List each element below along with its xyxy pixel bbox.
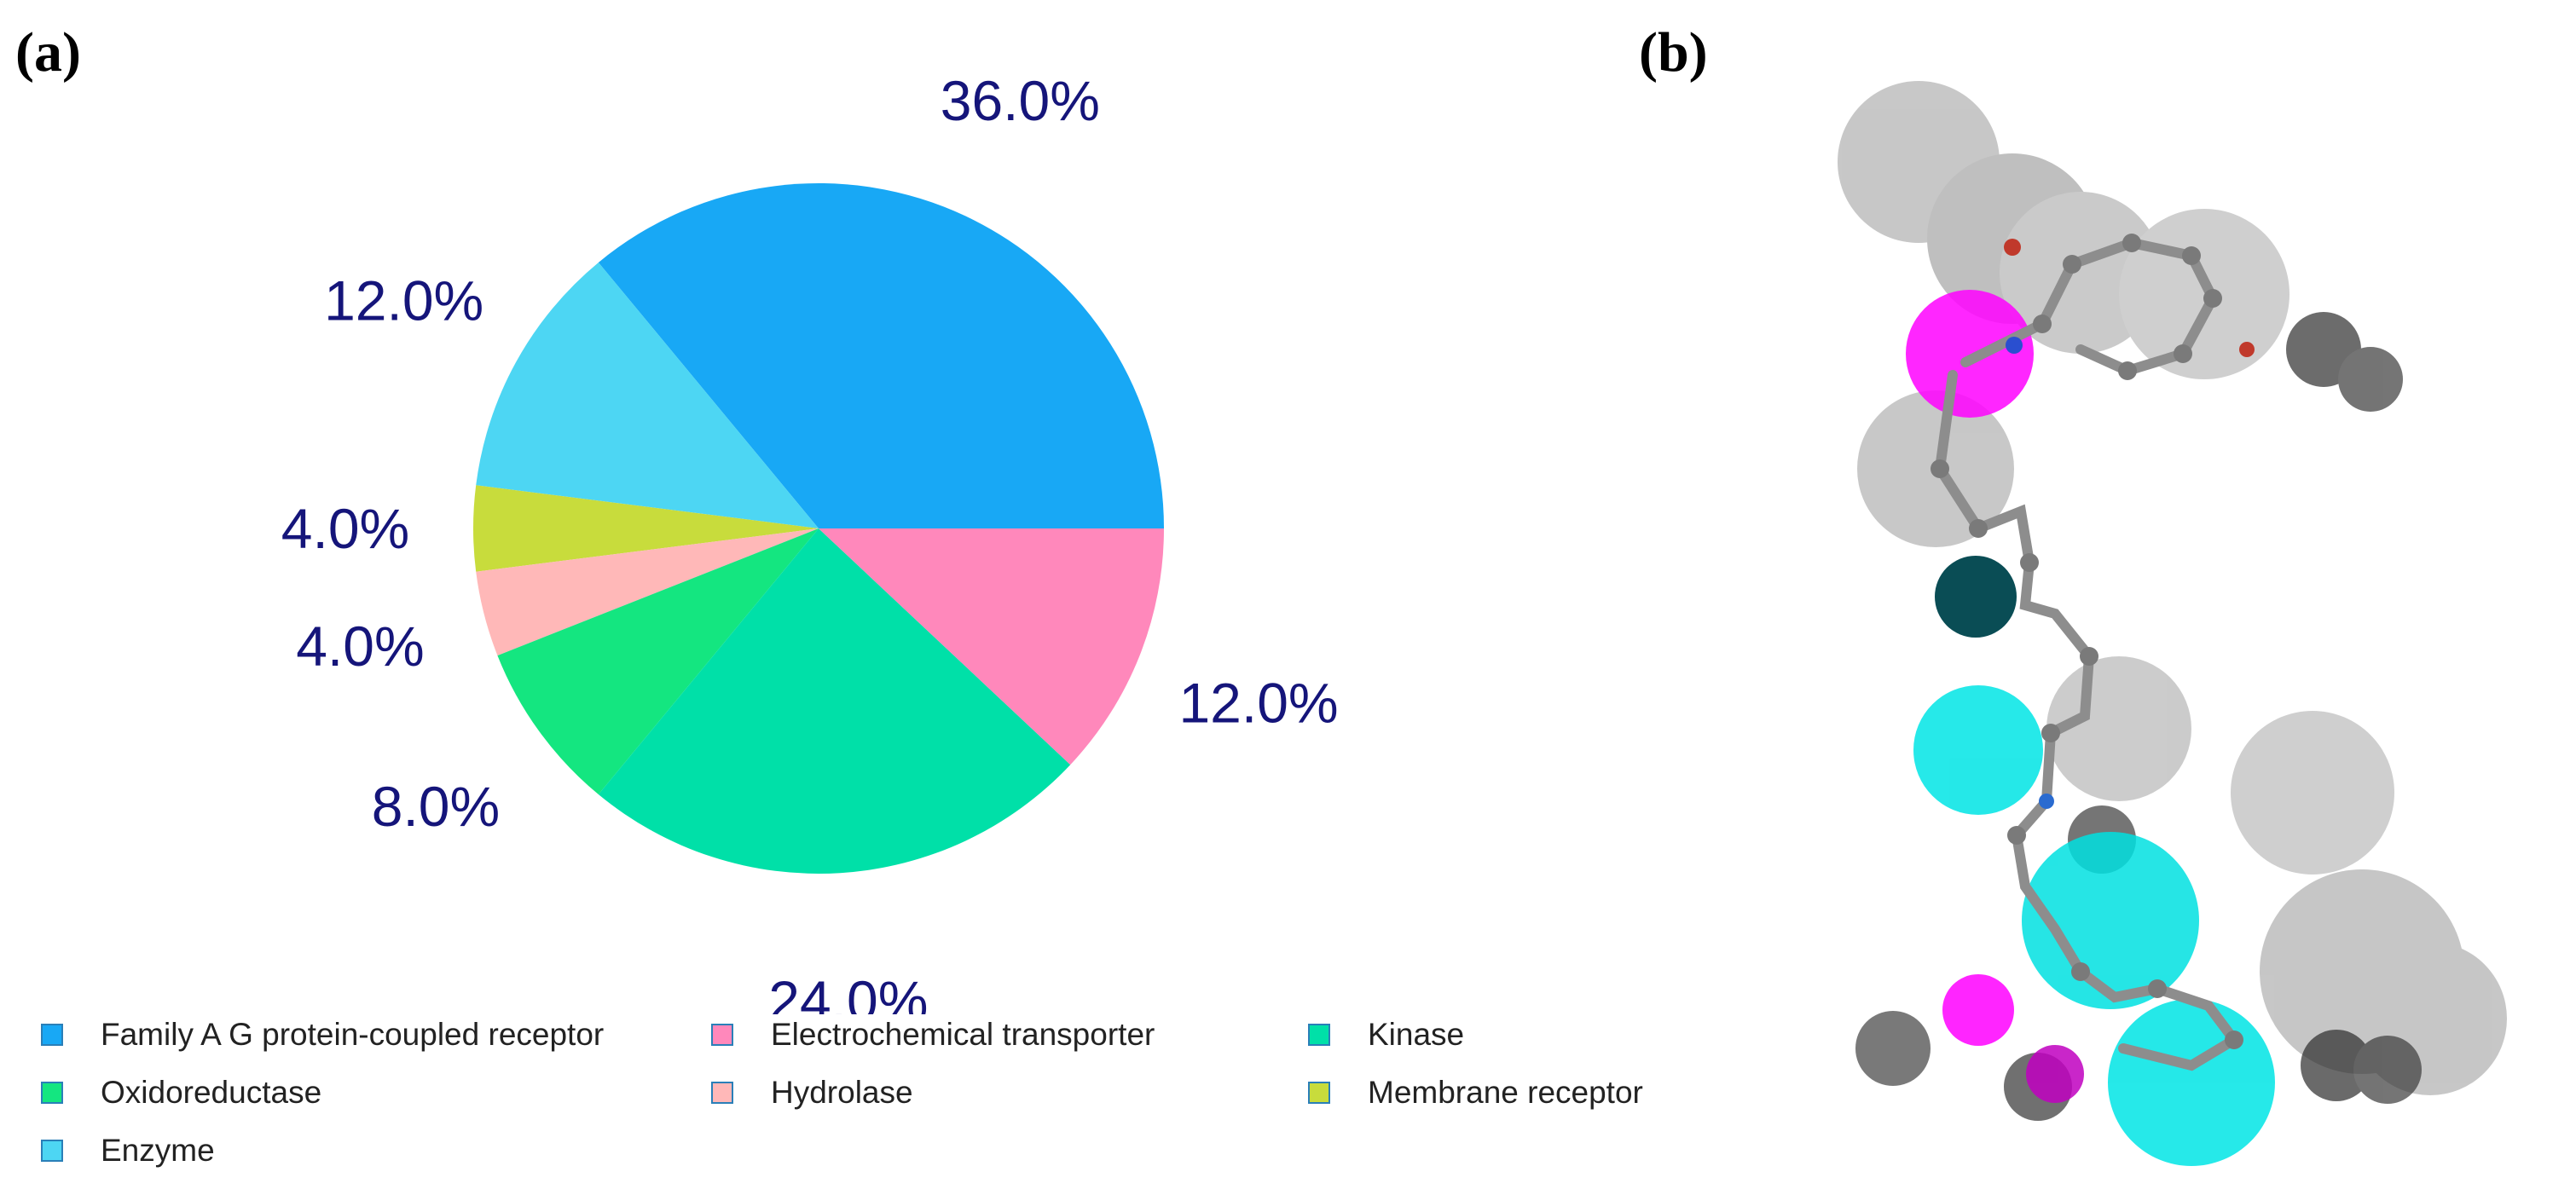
oxygen-atom: [2239, 342, 2255, 357]
panel-label-a: (a): [15, 21, 81, 84]
legend-swatch-6: [41, 1140, 63, 1162]
legend-label-1: Electrochemical transporter: [771, 1017, 1155, 1052]
pie-slice-label-6: 12.0%: [1178, 671, 1338, 734]
pie-slice-label-3: 4.0%: [296, 615, 424, 678]
legend-label-4: Hydrolase: [771, 1075, 913, 1110]
pie-chart: 36.0% 12.0% 4.0% 4.0% 8.0% 24.0% 12.0%: [281, 69, 1339, 1014]
legend-swatch-4: [711, 1082, 733, 1104]
legend-item-4: Hydrolase: [711, 1074, 1308, 1111]
legend-item-3: Oxidoreductase: [41, 1074, 711, 1111]
oxygen-atom: [2004, 239, 2021, 256]
panel-label-b: (b): [1639, 21, 1708, 84]
legend-label-0: Family A G protein-coupled receptor: [101, 1017, 605, 1052]
pie-slice-label-5: 24.0%: [768, 969, 928, 1014]
pie-slice-5: [598, 528, 1071, 875]
legend-label-6: Enzyme: [101, 1133, 215, 1168]
pie-slice-label-1: 12.0%: [324, 269, 483, 332]
donor-spheres: [1906, 290, 2084, 1103]
legend-label-3: Oxidoreductase: [101, 1075, 322, 1110]
pie-slice-label-0: 36.0%: [941, 69, 1100, 132]
legend-item-6: Enzyme: [41, 1132, 711, 1169]
legend-item-0: Family A G protein-coupled receptor: [41, 1016, 711, 1054]
pie-slice-3: [476, 528, 819, 656]
legend-swatch-3: [41, 1082, 63, 1104]
legend-label-5: Membrane receptor: [1368, 1075, 1643, 1110]
legend-swatch-5: [1308, 1082, 1330, 1104]
anchor-sphere: [1935, 556, 2017, 638]
legend-swatch-0: [41, 1024, 63, 1046]
pie-slice-2: [473, 485, 819, 572]
pie-slice-label-2: 4.0%: [281, 497, 409, 560]
legend-item-2: Kinase: [1308, 1016, 1644, 1054]
chart-legend: Family A G protein-coupled receptor Elect…: [41, 1016, 1644, 1169]
pie-slice-4: [497, 528, 819, 795]
legend-swatch-1: [711, 1024, 733, 1046]
molecule-atoms: [1931, 234, 2243, 1049]
pie-slice-0: [598, 182, 1164, 528]
legend-swatch-2: [1308, 1024, 1330, 1046]
legend-item-5: Membrane receptor: [1308, 1074, 1644, 1111]
pie-slice-1: [476, 262, 819, 528]
pharmacophore-model-image: [1838, 81, 2507, 1166]
legend-item-1: Electrochemical transporter: [711, 1016, 1308, 1054]
legend-label-2: Kinase: [1368, 1017, 1465, 1052]
pie-slice-label-4: 8.0%: [372, 775, 500, 838]
pie-slice-6: [819, 528, 1164, 765]
